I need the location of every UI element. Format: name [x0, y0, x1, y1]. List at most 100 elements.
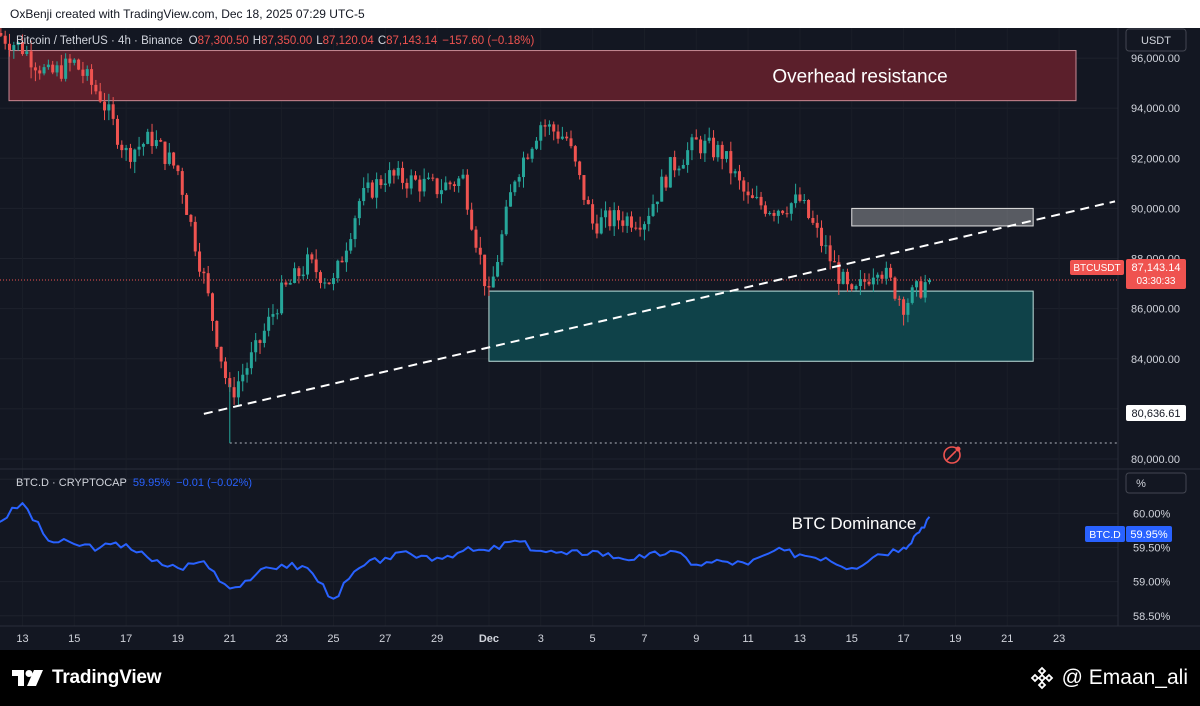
- price-axis[interactable]: 96,000.0094,000.0092,000.0090,000.0088,0…: [1131, 53, 1180, 466]
- dominance-tick-label: 58.50%: [1133, 611, 1171, 623]
- candle-body: [910, 287, 914, 303]
- candle-body: [375, 179, 379, 198]
- candle-body: [457, 178, 461, 186]
- candle-body: [582, 175, 586, 200]
- candle-body: [837, 262, 841, 284]
- candle-body: [141, 143, 145, 147]
- candle-body: [401, 167, 405, 183]
- candle-body: [301, 274, 305, 277]
- candle-body: [107, 104, 111, 111]
- dominance-axis[interactable]: 60.50%60.00%59.50%59.00%58.50%: [1133, 474, 1171, 623]
- price-title: Bitcoin / TetherUS · 4h · Binance O87,300…: [16, 35, 535, 47]
- candle-body: [3, 35, 7, 44]
- dominance-badge: BTC.D 59.95%: [1085, 526, 1172, 542]
- candle-body: [85, 69, 89, 76]
- candle-body: [409, 175, 413, 189]
- candle-body: [396, 167, 400, 176]
- candle-body: [737, 171, 741, 181]
- candle-body: [509, 192, 513, 207]
- candle-body: [418, 179, 422, 192]
- footer-bar: TradingView @ Emaan_ali: [0, 650, 1200, 706]
- candle-body: [539, 125, 543, 141]
- candle-body: [668, 157, 672, 188]
- candle-body: [716, 144, 720, 158]
- resistance-zone: [8, 50, 1077, 102]
- percent-button[interactable]: %: [1125, 472, 1187, 494]
- candle-body: [465, 174, 469, 210]
- candle-body: [906, 302, 910, 315]
- candle-body: [29, 51, 33, 68]
- time-tick-label: 15: [846, 633, 858, 645]
- candle-body: [388, 170, 392, 184]
- candle-body: [725, 151, 728, 159]
- time-tick-label: 25: [327, 633, 339, 645]
- candle-body: [46, 64, 50, 68]
- candle-body: [513, 181, 517, 193]
- small-gray-zone: [851, 207, 1034, 227]
- price-tick-label: 94,000.00: [1131, 103, 1180, 115]
- candle-body: [876, 274, 880, 278]
- candle-body: [245, 368, 249, 375]
- candle-body: [560, 136, 564, 139]
- candle-body: [426, 177, 430, 179]
- candle-body: [915, 281, 919, 288]
- currency-button[interactable]: USDT: [1125, 28, 1187, 52]
- candle-body: [483, 254, 487, 287]
- price-tick-label: 84,000.00: [1131, 354, 1180, 366]
- support-zone: [488, 290, 1034, 362]
- candle-body: [776, 210, 780, 216]
- candle-body: [556, 131, 560, 139]
- time-tick-label: 21: [224, 633, 236, 645]
- candle-body: [841, 271, 845, 284]
- candle-body: [543, 125, 547, 127]
- candle-body: [314, 259, 318, 273]
- candle-body: [219, 346, 223, 362]
- price-tick-label: 86,000.00: [1131, 304, 1180, 316]
- chart-canvas[interactable]: Overhead resistance Bitcoin / TetherUS ·…: [0, 28, 1200, 650]
- percent-label: %: [1136, 478, 1146, 490]
- candle-body: [94, 84, 98, 92]
- candle-body: [193, 221, 197, 252]
- candle-body: [223, 361, 227, 379]
- candle-body: [707, 137, 711, 141]
- candle-body: [604, 210, 608, 218]
- candle-body: [750, 195, 754, 198]
- candle-body: [271, 314, 275, 317]
- candle-body: [25, 51, 29, 55]
- candle-body: [20, 41, 24, 55]
- attribution-bar: OxBenji created with TradingView.com, De…: [0, 0, 1200, 28]
- time-tick-label: 15: [68, 633, 80, 645]
- candle-body: [353, 218, 357, 240]
- candle-body: [651, 204, 655, 216]
- trendline[interactable]: [203, 200, 1116, 415]
- candle-body: [884, 267, 888, 279]
- candle-body: [439, 190, 443, 195]
- candle-body: [349, 239, 353, 251]
- candle-body: [275, 313, 279, 315]
- candle-body: [81, 69, 85, 76]
- candle-body: [120, 144, 124, 151]
- candle-body: [521, 157, 525, 178]
- candle-body: [733, 171, 737, 174]
- alert-clock-icon[interactable]: [943, 446, 961, 464]
- candle-body: [154, 140, 158, 147]
- bar-countdown: 03:30:33: [1137, 276, 1176, 287]
- candle-body: [478, 247, 482, 255]
- candle-body: [720, 144, 724, 159]
- time-axis[interactable]: 13 15 17 19 21 23 25 27 29 Dec 3 5 7 9 11 13 15 17 19 21 23: [16, 633, 1065, 645]
- candle-body: [612, 210, 616, 227]
- candle-body: [798, 194, 802, 201]
- binance-diamond-icon: [1030, 666, 1053, 690]
- candle-body: [686, 150, 690, 165]
- candle-body: [893, 277, 897, 299]
- dominance-title: BTC.D · CRYPTOCAP 59.95% −0.01 (−0.02%): [16, 477, 252, 489]
- time-tick-label: 19: [949, 633, 961, 645]
- candle-body: [189, 214, 193, 222]
- tradingview-logo[interactable]: TradingView: [12, 666, 162, 690]
- candle-body: [405, 182, 409, 189]
- candle-body: [444, 182, 448, 191]
- dominance-tick-label: 60.00%: [1133, 508, 1171, 520]
- candle-body: [677, 168, 681, 171]
- dominance-value: 59.95%: [1130, 529, 1168, 541]
- candle-body: [68, 58, 72, 63]
